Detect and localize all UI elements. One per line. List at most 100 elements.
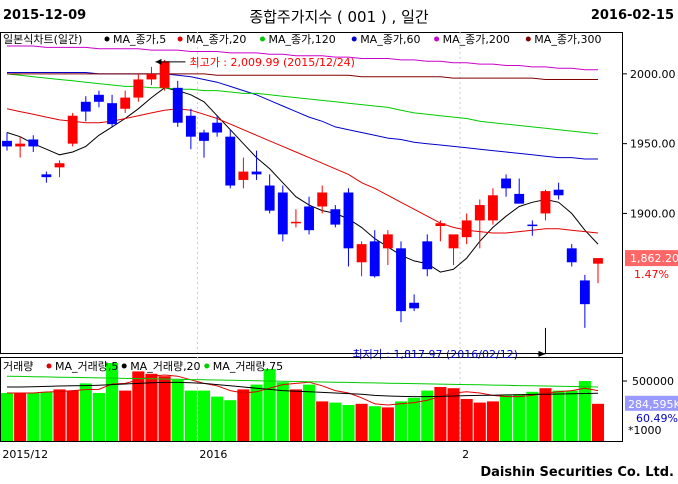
- volume-bar: [500, 395, 513, 441]
- end-date: 2016-02-15: [590, 8, 674, 23]
- candle-body: [264, 185, 275, 211]
- legend-item: MA_종가,5: [113, 33, 166, 46]
- legend-marker: [260, 36, 265, 42]
- x-tick-label: 2015/12: [2, 448, 48, 461]
- volume-bar: [303, 384, 316, 441]
- volume-bar: [539, 388, 552, 441]
- volume-bar: [394, 401, 408, 441]
- candle-body: [422, 241, 433, 270]
- volume-ma-line: [6, 375, 599, 388]
- volume-bar: [276, 382, 289, 441]
- volume-bar: [565, 390, 578, 441]
- volume-bar: [486, 401, 499, 441]
- candle-body: [488, 195, 498, 221]
- legend-item: MA_종가,120: [269, 33, 336, 46]
- candle-body: [199, 132, 209, 141]
- volume-bar: [434, 387, 447, 441]
- candle-body: [448, 234, 459, 249]
- legend-item: MA_종가,20: [186, 33, 246, 46]
- candle-body: [2, 140, 12, 147]
- candle-body: [369, 241, 380, 277]
- candle-body: [54, 163, 65, 168]
- candle-body: [579, 280, 590, 305]
- candle-body: [28, 139, 39, 147]
- volume-legend-marker: [46, 363, 52, 369]
- volume-bar: [132, 371, 145, 441]
- legend-marker: [525, 36, 531, 42]
- volume-ma-line: [7, 381, 599, 398]
- candle-body: [501, 178, 511, 189]
- candle-body: [409, 302, 420, 309]
- volume-bar: [381, 407, 394, 441]
- candle-body: [382, 234, 393, 249]
- candle-body: [107, 103, 117, 125]
- volume-unit-label: *1000: [628, 424, 662, 437]
- start-date: 2015-12-09: [3, 8, 87, 23]
- candle-body: [212, 122, 223, 133]
- candle-body: [304, 206, 314, 231]
- volume-bar: [513, 394, 526, 441]
- volume-bar: [329, 402, 342, 441]
- candle-body: [540, 191, 551, 214]
- candle-body: [238, 171, 249, 180]
- volume-bar: [473, 402, 486, 441]
- candle-body: [461, 220, 472, 238]
- volume-bar: [79, 383, 92, 441]
- ma-line: [6, 108, 599, 234]
- candle-body: [159, 61, 170, 88]
- volume-bar: [40, 391, 53, 441]
- candle-body: [41, 174, 52, 178]
- x-tick-label: 2016: [199, 448, 227, 461]
- candle-body: [566, 248, 577, 263]
- legend-item: MA_종가,60: [360, 33, 420, 46]
- volume-bar: [591, 403, 605, 441]
- legend-item: MA_종가,300: [534, 33, 601, 46]
- legend-item: MA_종가,200: [443, 33, 510, 46]
- volume-bar: [355, 403, 368, 441]
- volume-bar: [197, 390, 211, 441]
- y-tick-label: 2000.00: [630, 68, 676, 81]
- volume-bar: [119, 390, 132, 441]
- candle-body: [185, 115, 196, 137]
- volume-y-tick-label: 500000: [632, 375, 674, 388]
- volume-bar: [578, 381, 591, 441]
- y-tick-label: 1950.00: [630, 138, 676, 151]
- x-tick-label: 2: [462, 448, 469, 461]
- volume-legend-item: MA_거래량,75: [213, 360, 283, 373]
- volume-bar: [53, 389, 66, 441]
- candle-body: [435, 223, 446, 226]
- change-label: 1.47%: [634, 268, 669, 281]
- last-volume-label: 284,595K: [628, 398, 678, 411]
- candle-body: [80, 101, 91, 112]
- legend-marker: [177, 36, 183, 42]
- volume-bar: [237, 389, 250, 441]
- volume-legend-prefix: 거래량: [3, 360, 33, 373]
- ma-line: [7, 45, 598, 71]
- volume-bar: [250, 384, 263, 441]
- volume-bar: [106, 363, 119, 441]
- legend-marker: [104, 36, 110, 42]
- candle-body: [474, 205, 485, 221]
- volume-bar: [460, 399, 473, 441]
- volume-bar: [27, 393, 40, 441]
- volume-legend-item: MA_거래량,20: [130, 360, 200, 373]
- ma-line: [6, 87, 599, 273]
- price-panel-frame: [0, 32, 623, 354]
- candle-body: [120, 97, 131, 109]
- last-price-label: 1,862.20: [630, 252, 678, 265]
- volume-bar: [171, 379, 184, 441]
- volume-bar: [526, 391, 539, 441]
- volume-legend-item: MA_거래량,5: [55, 360, 118, 373]
- ma-line: [7, 73, 598, 80]
- candle-body: [396, 248, 406, 312]
- volume-bar: [0, 393, 14, 441]
- brand-footer: Daishin Securities Co. Ltd.: [480, 465, 674, 480]
- volume-bar: [158, 376, 171, 441]
- candle-body: [317, 192, 328, 207]
- candle-body: [94, 94, 104, 102]
- ma-line: [6, 73, 599, 135]
- volume-bar: [14, 393, 27, 441]
- candle-body: [553, 189, 564, 196]
- volume-bar: [342, 405, 355, 441]
- candle-body: [133, 79, 144, 98]
